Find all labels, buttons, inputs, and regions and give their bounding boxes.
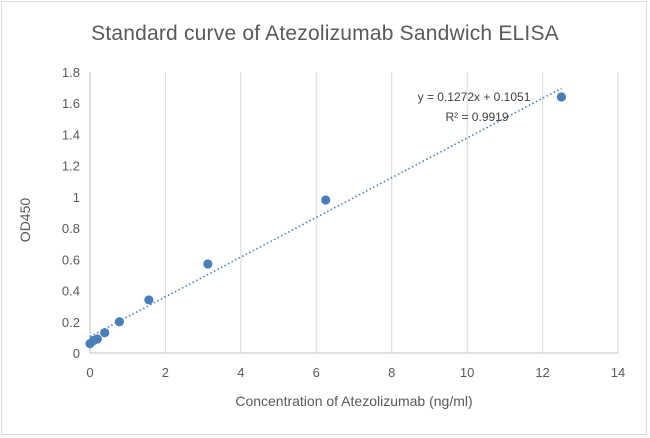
y-tick-label: 0 [73, 346, 80, 361]
y-tick-label: 0.2 [62, 315, 80, 330]
y-tick-label: 0.8 [62, 221, 80, 236]
r-squared-label: R² = 0.9919 [445, 110, 508, 124]
data-point [556, 92, 567, 102]
data-point [321, 195, 331, 205]
y-tick-label: 1 [73, 190, 80, 205]
x-tick-label: 2 [162, 365, 169, 380]
chart-title: Standard curve of Atezolizumab Sandwich … [91, 22, 559, 45]
y-tick-label: 1.6 [62, 96, 80, 111]
equation-label: y = 0.1272x + 0.1051 [418, 90, 531, 104]
data-point [144, 295, 154, 305]
y-tick-label: 1.2 [62, 159, 80, 174]
y-tick-label: 0.4 [62, 284, 80, 299]
x-tick-label: 10 [460, 365, 474, 380]
x-tick-label: 4 [237, 365, 244, 380]
x-tick-label: 8 [388, 365, 395, 380]
y-tick-label: 1.8 [62, 65, 80, 80]
y-tick-label: 0.6 [62, 252, 80, 267]
x-tick-label: 14 [611, 365, 625, 380]
data-point [100, 328, 110, 338]
x-tick-label: 6 [313, 365, 320, 380]
data-point [114, 317, 125, 327]
trendline [89, 87, 562, 338]
data-point [203, 259, 213, 269]
x-tick-label: 0 [86, 365, 93, 380]
y-tick-label: 1.4 [62, 127, 80, 142]
y-axis-title: OD450 [17, 197, 33, 243]
x-axis-title: Concentration of Atezolizumab (ng/ml) [235, 393, 473, 409]
data-point [92, 334, 102, 344]
x-tick-label: 12 [535, 365, 549, 380]
